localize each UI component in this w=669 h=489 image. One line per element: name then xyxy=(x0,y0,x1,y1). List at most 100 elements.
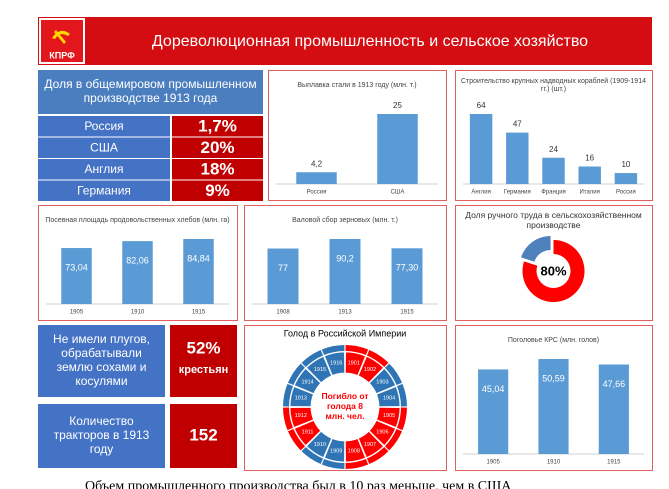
wheel-label: 1902 xyxy=(364,367,376,373)
bar xyxy=(614,173,638,184)
card-text: Количество тракторов в 1913 году xyxy=(53,414,150,456)
category-label: США xyxy=(391,190,405,196)
table-label: Германия xyxy=(77,184,131,198)
chart-title-box: Строительство крупных надводных кораблей… xyxy=(461,78,646,93)
card-text-box: Количество тракторов в 1913 году xyxy=(53,414,150,456)
card-value: 152 xyxy=(189,425,217,444)
chart-title-box: Доля ручного труда в сельскохозяйственно… xyxy=(465,210,642,230)
table-value-cell xyxy=(172,116,263,137)
wheel-segment xyxy=(376,406,401,429)
card-value-bg xyxy=(170,404,237,468)
table-value-cell xyxy=(172,180,263,201)
wheel-segment xyxy=(305,430,333,459)
wheel-outer xyxy=(301,446,324,465)
wheel-outer xyxy=(366,349,389,368)
bar xyxy=(61,248,92,304)
data-label: 47,66 xyxy=(603,379,626,389)
data-label: 77,30 xyxy=(396,263,419,273)
table-label-cell xyxy=(38,137,170,158)
wheel-label: 1903 xyxy=(376,379,388,385)
chart-title: Поголовье КРС (млн. голов) xyxy=(507,336,600,344)
data-label: 82,06 xyxy=(126,256,149,266)
wheel-segment xyxy=(357,430,385,459)
category-label: 1908 xyxy=(276,310,290,316)
wheel-outer xyxy=(345,345,369,356)
table-value: 20% xyxy=(200,138,234,157)
wheel-label: 1911 xyxy=(302,429,314,435)
bar xyxy=(578,166,601,184)
wheel-outer xyxy=(396,407,407,431)
bar xyxy=(538,359,569,454)
category-label: Италия xyxy=(579,190,599,196)
category-label: 1905 xyxy=(486,460,500,466)
wheel-segment xyxy=(293,419,322,447)
wheel-outer xyxy=(396,383,407,407)
wheel-outer xyxy=(384,363,403,386)
data-label: 25 xyxy=(393,101,402,110)
data-label: 16 xyxy=(585,154,594,163)
bar xyxy=(377,114,418,184)
wheel-label: 1907 xyxy=(364,442,376,448)
wheel-label: 1901 xyxy=(348,360,360,366)
table-value: 9% xyxy=(205,181,230,200)
category-label: 1915 xyxy=(607,460,621,466)
wheel-label: 1909 xyxy=(330,449,342,455)
wheel-segment xyxy=(376,385,401,408)
data-label: 73,04 xyxy=(65,262,88,272)
wheel-center-label-box: Погибло от голода 8 млн. чел. xyxy=(321,391,368,420)
pie-rest xyxy=(521,235,551,262)
wheel-outer xyxy=(384,428,403,451)
bar xyxy=(506,132,529,184)
wheel-outer xyxy=(283,407,294,431)
category-label: 1913 xyxy=(338,310,352,316)
bar xyxy=(478,369,509,454)
wheel-label: 1914 xyxy=(301,379,313,385)
card-value: 52% xyxy=(186,338,220,357)
category-label: 1915 xyxy=(400,310,414,316)
table-label-cell xyxy=(38,180,170,201)
pie-slice xyxy=(522,240,585,302)
wheel-segment xyxy=(368,367,397,395)
wheel-outer xyxy=(321,458,345,469)
chart-title-box: Посевная площадь продовольственных хлебо… xyxy=(45,216,230,224)
category-label: Англия xyxy=(471,190,490,196)
header-title: Дореволюционная промышленность и сельско… xyxy=(152,33,588,50)
chart-title: Валовой сбор зерновых (млн. т.) xyxy=(292,216,398,224)
category-label: Россия xyxy=(307,190,327,196)
wheel-segment xyxy=(344,438,367,463)
category-label: Франция xyxy=(541,190,566,196)
wheel-segment xyxy=(289,406,314,429)
category-label: Германия xyxy=(504,190,531,196)
card-text-bg xyxy=(38,325,165,397)
data-label: 50,59 xyxy=(542,373,565,383)
card-text: Не имели плугов, обрабатывали землю соха… xyxy=(53,332,150,388)
chart-title: Выплавка стали в 1913 году (млн. т.) xyxy=(297,81,417,89)
table-value-cell xyxy=(172,137,263,158)
wheel-outer xyxy=(301,349,324,368)
header-banner xyxy=(38,17,652,65)
wheel-segment xyxy=(368,419,397,447)
chart-title-box: Выплавка стали в 1913 году (млн. т.) xyxy=(297,81,417,89)
data-label: 10 xyxy=(621,160,630,169)
card-unit: крестьян xyxy=(178,363,229,376)
data-label: 64 xyxy=(477,101,486,110)
chart-title-box: Валовой сбор зерновых (млн. т.) xyxy=(292,216,398,224)
wheel-label: 1912 xyxy=(295,413,307,419)
data-label: 47 xyxy=(513,120,522,129)
wheel-label: 1916 xyxy=(330,360,342,366)
table-label-cell xyxy=(38,159,170,180)
wheel-segment xyxy=(357,355,385,384)
bar xyxy=(296,172,337,184)
card-text-bg xyxy=(38,404,165,468)
table-value: 18% xyxy=(200,159,234,178)
chart-title: Посевная площадь продовольственных хлебо… xyxy=(45,216,230,224)
card-unit-box: крестьян xyxy=(178,363,229,376)
table-header-bg xyxy=(38,70,263,114)
pie-label: 80% xyxy=(540,263,566,278)
table-title-box: Доля в общемировом промышленном производ… xyxy=(44,77,256,105)
wheel-label: 1910 xyxy=(314,442,326,448)
table-label-cell xyxy=(38,116,170,137)
wheel-segment xyxy=(305,355,333,384)
